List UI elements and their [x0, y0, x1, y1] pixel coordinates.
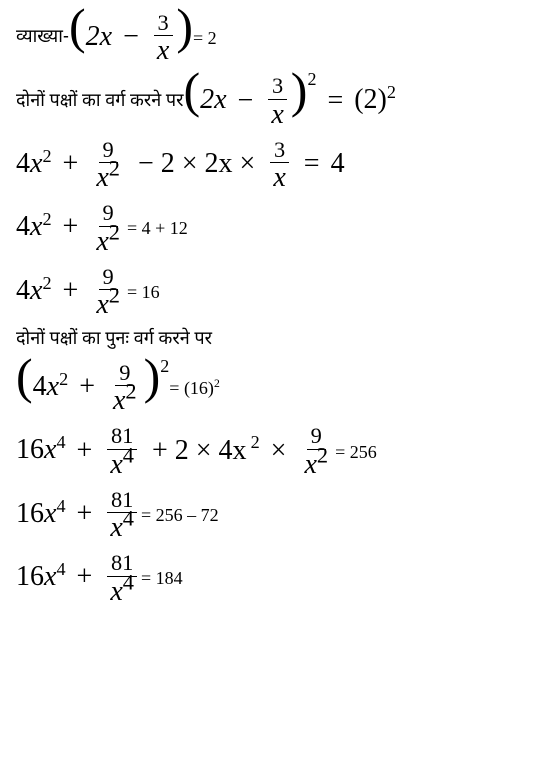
- expr-1: (2x − 3x): [69, 12, 193, 65]
- fraction: 3x: [153, 12, 173, 65]
- line-10: 16x4 + 81x4 = 184: [16, 552, 544, 605]
- line-1: व्याख्या- (2x − 3x) = 2: [16, 12, 544, 65]
- explanation-label: व्याख्या-: [16, 27, 69, 50]
- step-text: दोनों पक्षों का वर्ग करने पर: [16, 91, 183, 114]
- lparen: (: [69, 0, 86, 54]
- rhs-4: = 4 + 12: [127, 218, 188, 239]
- rhs-1: = 2: [193, 28, 217, 49]
- line-8: 16x4 + 81x4 + 2 × 4x2 × 9x2 = 256: [16, 425, 544, 478]
- line-5: 4x2 + 9x2 = 16: [16, 266, 544, 319]
- rparen: ): [176, 0, 193, 54]
- line-4: 4x2 + 9x2 = 4 + 12: [16, 202, 544, 255]
- expr-4: 4x2 + 9x2: [16, 202, 127, 255]
- rhs-9: = 256 – 72: [141, 505, 219, 526]
- expr-7: (4x2 + 9x2)2: [16, 362, 169, 415]
- line-7: (4x2 + 9x2)2 = (16)2: [16, 362, 544, 415]
- expr-10: 16x4 + 81x4: [16, 552, 141, 605]
- step-text-2: दोनों पक्षों का पुनः वर्ग करने पर: [16, 329, 212, 352]
- line-9: 16x4 + 81x4 = 256 – 72: [16, 489, 544, 542]
- rhs-10: = 184: [141, 568, 183, 589]
- line-2: दोनों पक्षों का वर्ग करने पर (2x − 3x)2 …: [16, 75, 544, 128]
- line-3: 4x2 + 9x2 − 2 × 2x × 3x = 4: [16, 139, 544, 192]
- expr-9: 16x4 + 81x4: [16, 489, 141, 542]
- line-6: दोनों पक्षों का पुनः वर्ग करने पर: [16, 329, 544, 352]
- rhs-5: = 16: [127, 282, 160, 303]
- expr-5: 4x2 + 9x2: [16, 266, 127, 319]
- rhs-8: = 256: [335, 442, 377, 463]
- expr-8: 16x4 + 81x4 + 2 × 4x2 × 9x2: [16, 425, 335, 478]
- expr-2: (2x − 3x)2 = (2)2: [183, 75, 396, 128]
- expr-3: 4x2 + 9x2 − 2 × 2x × 3x = 4: [16, 139, 345, 192]
- rhs-7: = (16)2: [169, 378, 220, 399]
